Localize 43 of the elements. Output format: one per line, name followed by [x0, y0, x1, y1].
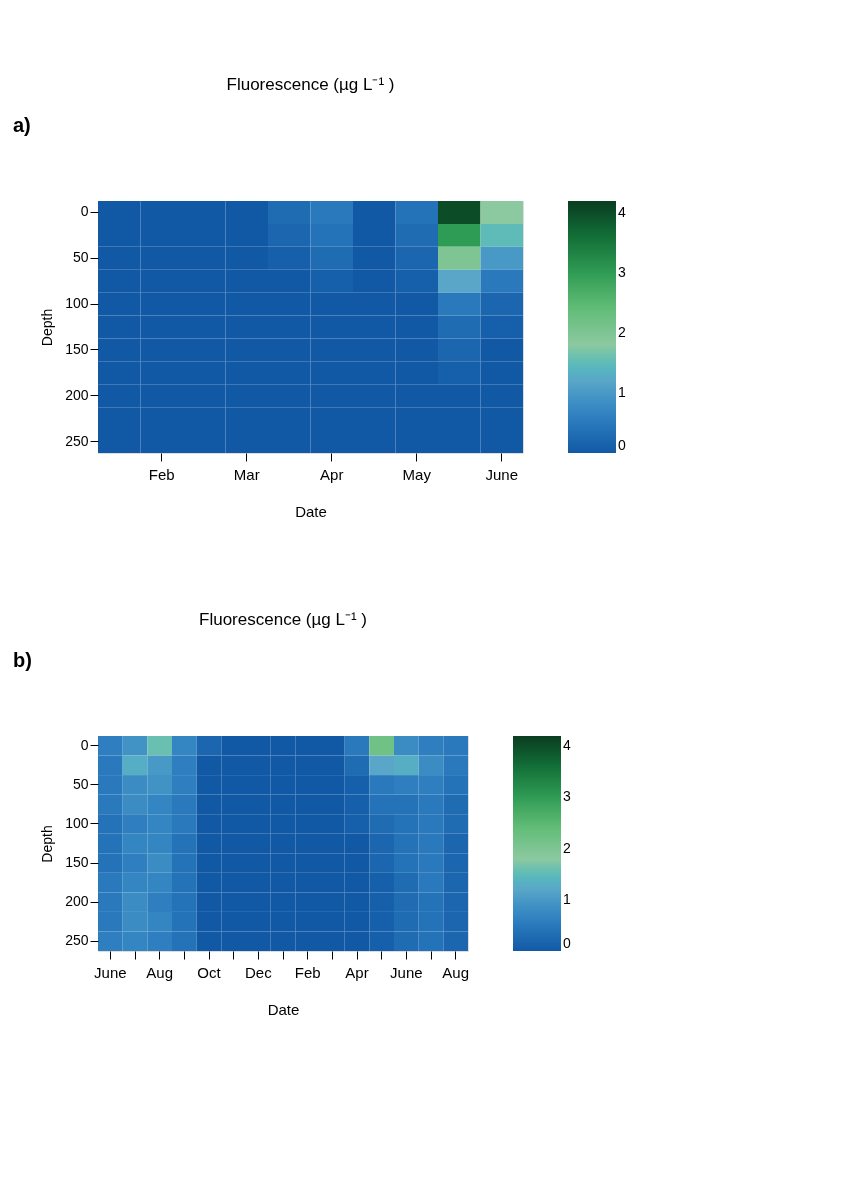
color-bar-label: 4 — [563, 737, 571, 754]
color-bar-label: 0 — [563, 935, 571, 951]
x-tick-label: Apr — [320, 465, 344, 483]
y-tick-label: 50 — [72, 249, 89, 266]
color-bar-label: 2 — [563, 839, 571, 856]
x-tick-label: June — [485, 465, 519, 483]
x-tick-label: May — [402, 465, 432, 483]
x-axis-title: Date — [295, 502, 327, 520]
text: b) — [13, 649, 32, 671]
y-tick-label: 150 — [65, 340, 89, 357]
y-tick-label: 150 — [65, 854, 89, 871]
color-bar-label: 3 — [618, 264, 626, 280]
y-axis-title: Depth — [39, 825, 56, 863]
color-bar-label: 1 — [563, 890, 571, 907]
y-tick-label: 0 — [80, 203, 89, 220]
chart-title: Fluorescence (µg L⁻¹ ) — [226, 75, 395, 94]
color-bar-label: 0 — [618, 437, 626, 453]
chart-title: Fluorescence (µg L⁻¹ ) — [199, 610, 367, 629]
y-tick-label: 200 — [65, 893, 89, 910]
x-tick-label: Mar — [233, 465, 260, 483]
x-tick-label: Aug — [146, 963, 174, 981]
y-tick-label: 100 — [65, 295, 89, 312]
x-tick-label: Aug — [442, 963, 470, 981]
x-tick-label: Apr — [345, 963, 369, 981]
x-tick-label: Dec — [244, 963, 273, 981]
y-tick-label: 200 — [65, 386, 89, 403]
x-tick-label: Oct — [197, 963, 222, 981]
color-bar-label: 2 — [618, 324, 626, 340]
x-tick-label: Feb — [148, 465, 175, 483]
x-axis-title: Date — [267, 1000, 300, 1018]
x-tick-label: Feb — [294, 963, 321, 981]
y-tick-label: 0 — [80, 736, 89, 753]
y-axis-title: Depth — [39, 308, 56, 347]
y-tick-label: 50 — [72, 775, 89, 792]
color-bar-label: 1 — [618, 384, 626, 400]
y-tick-label: 250 — [65, 932, 89, 949]
x-tick-label: June — [390, 963, 423, 981]
color-bar-label: 3 — [563, 788, 571, 805]
y-tick-label: 250 — [65, 432, 89, 449]
color-bar-label: 4 — [618, 204, 626, 220]
text: a) — [13, 114, 31, 136]
x-tick-label: June — [94, 963, 127, 981]
y-tick-label: 100 — [65, 814, 89, 831]
